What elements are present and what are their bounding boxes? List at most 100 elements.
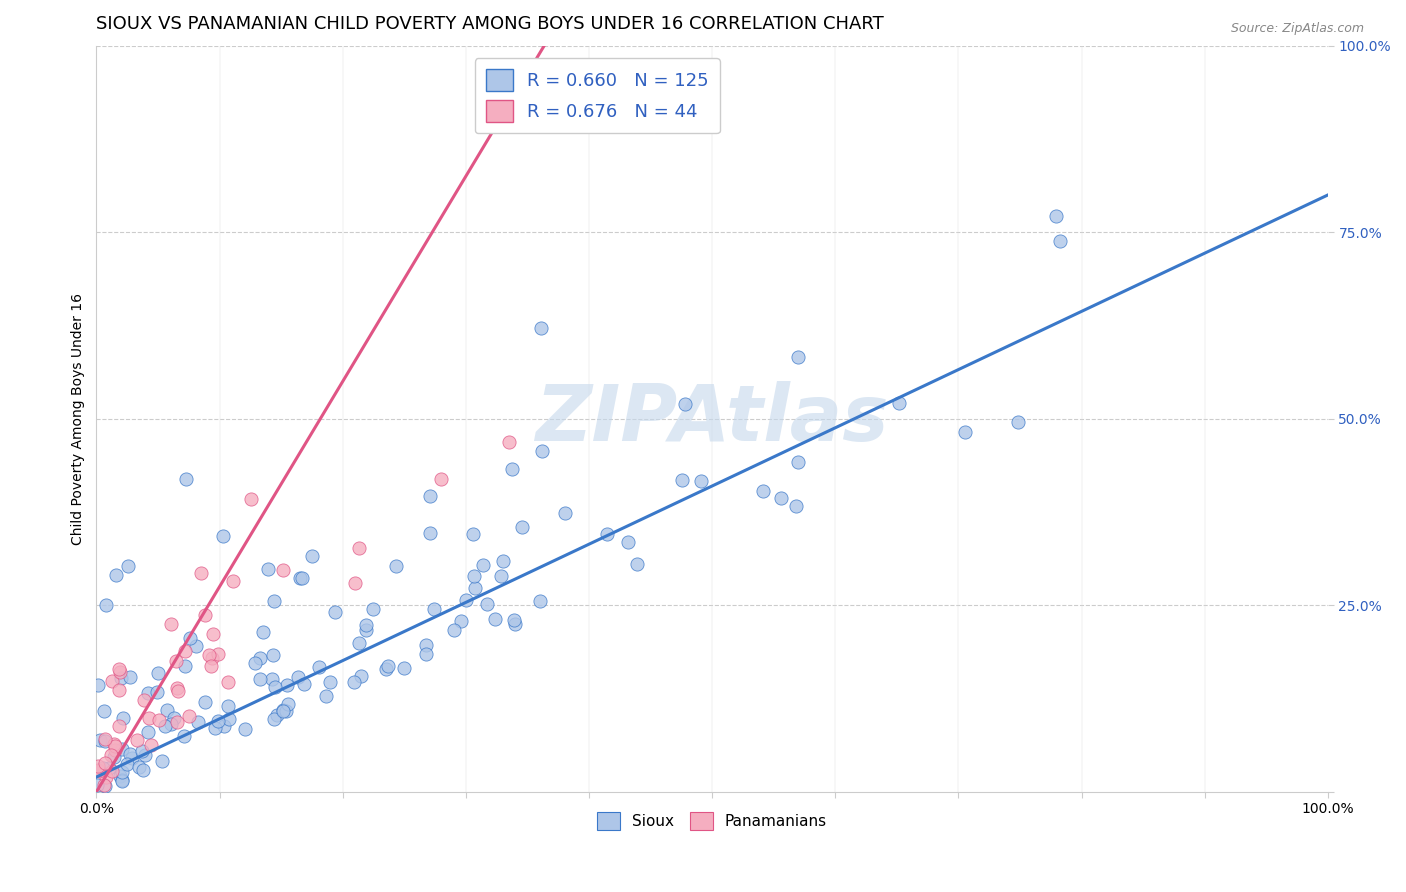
Point	[217, 675, 239, 690]
Point	[301, 549, 323, 563]
Point	[146, 665, 169, 680]
Point	[165, 654, 187, 668]
Point	[115, 756, 138, 771]
Point	[288, 571, 311, 585]
Point	[166, 714, 188, 729]
Point	[277, 697, 299, 711]
Point	[86, 778, 108, 792]
Point	[120, 670, 142, 684]
Point	[108, 665, 131, 679]
Point	[94, 779, 117, 793]
Point	[503, 614, 526, 628]
Point	[173, 659, 195, 673]
Point	[529, 593, 551, 607]
Point	[89, 764, 111, 778]
Point	[218, 712, 240, 726]
Point	[212, 718, 235, 732]
Point	[350, 668, 373, 682]
Point	[689, 474, 711, 488]
Point	[252, 624, 274, 639]
Point	[200, 659, 222, 673]
Point	[475, 598, 498, 612]
Point	[117, 558, 139, 573]
Point	[673, 397, 696, 411]
Point	[450, 614, 472, 628]
Point	[125, 732, 148, 747]
Point	[174, 471, 197, 485]
Point	[107, 719, 129, 733]
Point	[235, 722, 257, 736]
Point	[489, 569, 512, 583]
Point	[207, 647, 229, 661]
Point	[785, 499, 807, 513]
Point	[887, 396, 910, 410]
Point	[374, 662, 396, 676]
Point	[103, 737, 125, 751]
Point	[471, 558, 494, 573]
Point	[94, 734, 117, 748]
Point	[134, 693, 156, 707]
Point	[194, 608, 217, 623]
Point	[103, 749, 125, 764]
Point	[87, 678, 110, 692]
Point	[456, 593, 478, 607]
Point	[94, 770, 117, 784]
Point	[953, 425, 976, 439]
Point	[131, 744, 153, 758]
Point	[249, 651, 271, 665]
Point	[138, 686, 160, 700]
Point	[276, 678, 298, 692]
Point	[179, 709, 201, 723]
Point	[153, 719, 176, 733]
Point	[492, 554, 515, 568]
Point	[356, 623, 378, 637]
Point	[167, 684, 190, 698]
Point	[274, 704, 297, 718]
Point	[128, 760, 150, 774]
Point	[262, 648, 284, 662]
Point	[617, 535, 640, 549]
Point	[94, 731, 117, 746]
Y-axis label: Child Poverty Among Boys Under 16: Child Poverty Among Boys Under 16	[72, 293, 86, 545]
Point	[292, 677, 315, 691]
Point	[249, 672, 271, 686]
Point	[97, 762, 120, 776]
Point	[377, 659, 399, 673]
Point	[319, 675, 342, 690]
Point	[173, 730, 195, 744]
Point	[787, 350, 810, 364]
Point	[111, 742, 134, 756]
Point	[344, 576, 367, 591]
Point	[626, 557, 648, 571]
Point	[554, 507, 576, 521]
Point	[343, 674, 366, 689]
Point	[501, 461, 523, 475]
Point	[596, 527, 619, 541]
Point	[271, 703, 294, 717]
Point	[134, 747, 156, 762]
Point	[505, 617, 527, 632]
Point	[264, 681, 287, 695]
Point	[198, 648, 221, 663]
Point	[179, 631, 201, 645]
Point	[385, 558, 408, 573]
Point	[160, 716, 183, 731]
Point	[110, 769, 132, 783]
Point	[146, 685, 169, 699]
Point	[786, 455, 808, 469]
Point	[415, 648, 437, 662]
Point	[361, 601, 384, 615]
Point	[110, 671, 132, 685]
Legend: Sioux, Panamanians: Sioux, Panamanians	[591, 805, 834, 837]
Point	[104, 739, 127, 754]
Point	[186, 639, 208, 653]
Point	[118, 747, 141, 761]
Point	[93, 778, 115, 792]
Point	[104, 567, 127, 582]
Point	[271, 704, 294, 718]
Point	[93, 761, 115, 775]
Point	[263, 594, 285, 608]
Point	[429, 472, 451, 486]
Point	[111, 772, 134, 787]
Point	[121, 751, 143, 765]
